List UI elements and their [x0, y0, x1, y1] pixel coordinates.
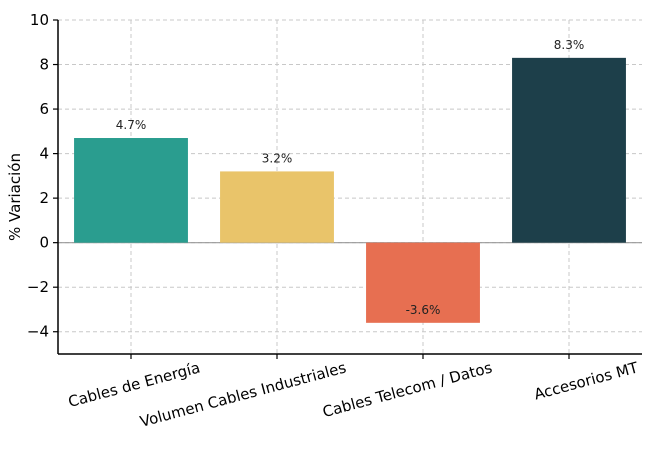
bar [512, 57, 626, 243]
bar [74, 138, 188, 243]
value-label: 4.7% [116, 118, 147, 132]
y-tick-label: −2 [27, 278, 49, 296]
y-axis-label: % Variación [6, 153, 24, 241]
x-tick-label: Cables Telecom / Datos [321, 358, 495, 421]
y-tick-label: 0 [39, 234, 49, 252]
y-tick-label: 2 [39, 189, 49, 207]
bars [74, 57, 626, 323]
y-tick-label: 4 [39, 145, 49, 163]
value-label: -3.6% [406, 303, 441, 317]
y-ticks: −4 −2 0 2 4 6 8 10 [27, 11, 58, 341]
y-tick-label: 8 [39, 56, 49, 74]
x-tick-label: Accesorios MT [532, 358, 641, 403]
y-tick-label: 6 [39, 100, 49, 118]
value-label: 8.3% [554, 38, 585, 52]
value-label: 3.2% [262, 151, 293, 165]
y-tick-label: 10 [30, 11, 49, 29]
bar [366, 242, 480, 323]
axes [57, 20, 642, 355]
y-tick-label: −4 [27, 323, 49, 341]
value-labels: 4.7% 3.2% -3.6% 8.3% [116, 38, 585, 317]
bar [220, 171, 334, 243]
